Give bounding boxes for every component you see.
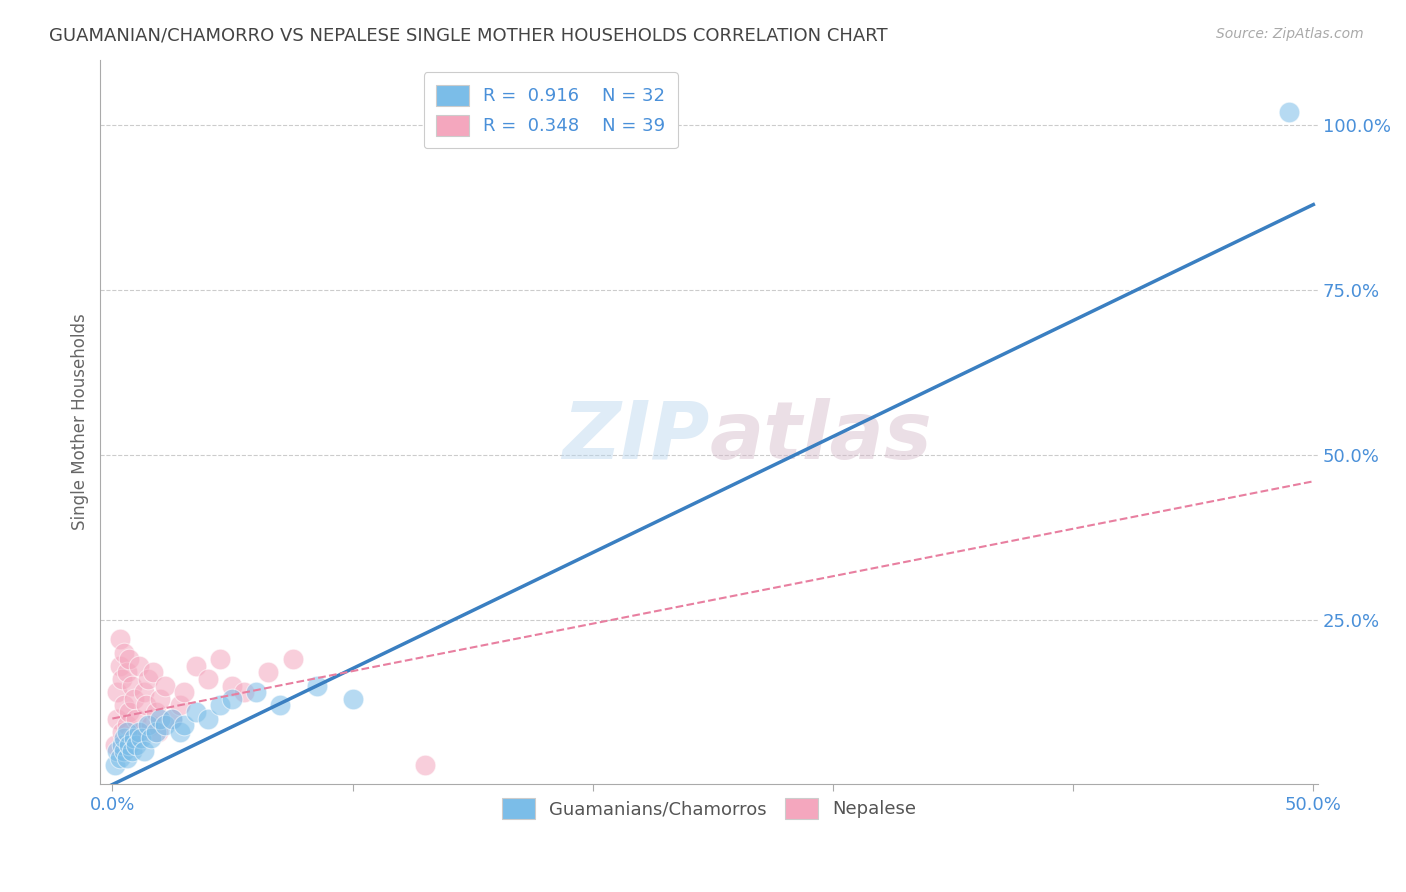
- Point: [145, 724, 167, 739]
- Point: [121, 679, 143, 693]
- Point: [112, 744, 135, 758]
- Point: [122, 731, 145, 746]
- Point: [169, 698, 191, 713]
- Point: [104, 738, 127, 752]
- Point: [111, 738, 134, 752]
- Text: ZIP: ZIP: [562, 398, 709, 475]
- Point: [413, 757, 436, 772]
- Point: [118, 705, 141, 719]
- Legend: Guamanians/Chamorros, Nepalese: Guamanians/Chamorros, Nepalese: [495, 791, 924, 826]
- Point: [149, 691, 172, 706]
- Point: [186, 658, 208, 673]
- Point: [153, 718, 176, 732]
- Point: [115, 724, 138, 739]
- Point: [186, 705, 208, 719]
- Point: [138, 718, 160, 732]
- Point: [173, 718, 195, 732]
- Point: [108, 658, 131, 673]
- Point: [122, 691, 145, 706]
- Point: [139, 731, 162, 746]
- Point: [142, 665, 165, 680]
- Point: [128, 724, 150, 739]
- Point: [111, 672, 134, 686]
- Point: [169, 724, 191, 739]
- Point: [129, 724, 152, 739]
- Point: [209, 652, 232, 666]
- Point: [149, 712, 172, 726]
- Point: [270, 698, 292, 713]
- Point: [118, 652, 141, 666]
- Point: [108, 632, 131, 647]
- Point: [121, 744, 143, 758]
- Point: [221, 679, 243, 693]
- Point: [209, 698, 232, 713]
- Point: [1278, 105, 1301, 120]
- Point: [145, 705, 167, 719]
- Point: [305, 679, 328, 693]
- Point: [115, 665, 138, 680]
- Point: [112, 698, 135, 713]
- Point: [173, 685, 195, 699]
- Point: [153, 679, 176, 693]
- Point: [281, 652, 304, 666]
- Point: [233, 685, 256, 699]
- Point: [139, 718, 162, 732]
- Point: [115, 751, 138, 765]
- Point: [342, 691, 364, 706]
- Text: GUAMANIAN/CHAMORRO VS NEPALESE SINGLE MOTHER HOUSEHOLDS CORRELATION CHART: GUAMANIAN/CHAMORRO VS NEPALESE SINGLE MO…: [49, 27, 887, 45]
- Point: [125, 738, 148, 752]
- Point: [135, 698, 157, 713]
- Point: [138, 672, 160, 686]
- Point: [105, 744, 128, 758]
- Point: [105, 712, 128, 726]
- Point: [112, 731, 135, 746]
- Point: [105, 685, 128, 699]
- Point: [129, 731, 152, 746]
- Point: [257, 665, 280, 680]
- Point: [111, 724, 134, 739]
- Y-axis label: Single Mother Households: Single Mother Households: [72, 314, 89, 531]
- Text: Source: ZipAtlas.com: Source: ZipAtlas.com: [1216, 27, 1364, 41]
- Point: [132, 685, 155, 699]
- Point: [104, 757, 127, 772]
- Point: [128, 658, 150, 673]
- Point: [162, 712, 184, 726]
- Point: [221, 691, 243, 706]
- Text: atlas: atlas: [709, 398, 932, 475]
- Point: [162, 712, 184, 726]
- Point: [197, 712, 219, 726]
- Point: [118, 738, 141, 752]
- Point: [125, 712, 148, 726]
- Point: [108, 751, 131, 765]
- Point: [132, 744, 155, 758]
- Point: [112, 646, 135, 660]
- Point: [245, 685, 267, 699]
- Point: [115, 718, 138, 732]
- Point: [197, 672, 219, 686]
- Point: [146, 724, 169, 739]
- Point: [121, 731, 143, 746]
